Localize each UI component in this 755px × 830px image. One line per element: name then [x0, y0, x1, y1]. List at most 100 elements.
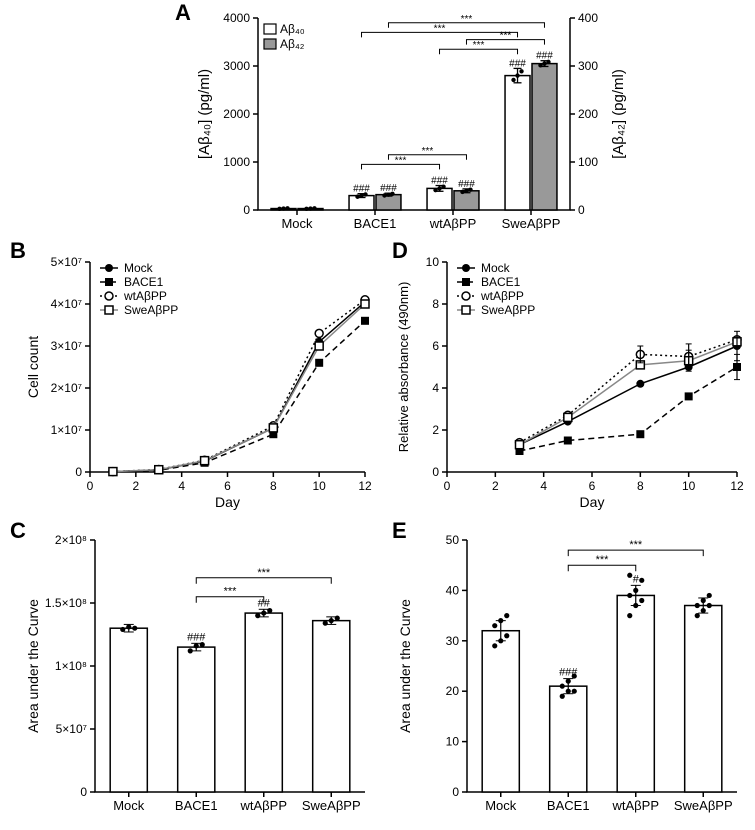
svg-text:40: 40: [446, 583, 460, 597]
svg-text:***: ***: [257, 567, 271, 579]
svg-text:wtAβPP: wtAβPP: [429, 216, 477, 231]
svg-text:SweAβPP: SweAβPP: [502, 216, 561, 231]
svg-text:3000: 3000: [223, 59, 250, 73]
svg-text:Mock: Mock: [481, 261, 511, 275]
svg-text:***: ***: [224, 586, 238, 598]
svg-text:wtAβPP: wtAβPP: [612, 798, 660, 813]
figure-root: { "labels": { "panelA": "A", "panelB": "…: [0, 0, 755, 830]
svg-text:50: 50: [446, 533, 460, 547]
panel-d-chart: 0246810024681012DayRelative absorbance (…: [392, 252, 747, 512]
svg-text:4: 4: [178, 479, 185, 493]
panel-b-chart: 0 1×10⁷ 2×10⁷ 3×10⁷ 4×10⁷ 5×10⁷ 0 2 4 6 8 10 12 Day Ce…: [20, 252, 375, 512]
svg-text:400: 400: [578, 11, 598, 25]
svg-text:3×10⁷: 3×10⁷: [51, 339, 82, 353]
svg-text:4000: 4000: [223, 11, 250, 25]
svg-text:200: 200: [578, 107, 598, 121]
svg-text:SweAβPP: SweAβPP: [674, 798, 733, 813]
svg-text:2: 2: [432, 423, 439, 437]
svg-text:Area under the Curve: Area under the Curve: [397, 599, 413, 733]
svg-text:0: 0: [578, 203, 585, 217]
svg-text:###: ###: [559, 667, 578, 679]
svg-text:300: 300: [578, 59, 598, 73]
svg-text:***: ***: [395, 155, 407, 166]
svg-text:1.5×10⁸: 1.5×10⁸: [45, 596, 87, 610]
svg-text:Relative absorbance (490nm): Relative absorbance (490nm): [396, 282, 411, 453]
svg-text:***: ***: [422, 146, 434, 157]
svg-text:8: 8: [432, 297, 439, 311]
svg-text:[Aβ₄₂] (pg/ml): [Aβ₄₂] (pg/ml): [610, 69, 627, 159]
svg-text:8: 8: [270, 479, 277, 493]
svg-text:20: 20: [446, 684, 460, 698]
svg-text:***: ***: [461, 14, 473, 25]
svg-text:1×10⁷: 1×10⁷: [51, 423, 82, 437]
svg-text:***: ***: [473, 40, 485, 51]
svg-text:10: 10: [312, 479, 326, 493]
svg-text:0: 0: [75, 465, 82, 479]
svg-text:5×10⁷: 5×10⁷: [56, 722, 87, 736]
svg-text:6: 6: [432, 339, 439, 353]
svg-text:4×10⁷: 4×10⁷: [51, 297, 82, 311]
svg-text:0: 0: [432, 465, 439, 479]
panel-c-chart: 0 5×10⁷ 1×10⁸ 1.5×10⁸ 2×10⁸ Area under the Cu…: [20, 530, 375, 830]
svg-text:BACE1: BACE1: [354, 216, 397, 231]
svg-text:6: 6: [589, 479, 596, 493]
svg-text:2×10⁷: 2×10⁷: [51, 381, 82, 395]
svg-text:12: 12: [358, 479, 372, 493]
svg-text:0: 0: [87, 479, 94, 493]
svg-text:wtAβPP: wtAβPP: [480, 289, 524, 303]
svg-text:BACE1: BACE1: [175, 798, 218, 813]
svg-text:0: 0: [444, 479, 451, 493]
svg-text:1000: 1000: [223, 155, 250, 169]
svg-text:0: 0: [243, 203, 250, 217]
svg-text:#: #: [633, 573, 640, 585]
svg-text:Mock: Mock: [124, 261, 154, 275]
svg-text:2000: 2000: [223, 107, 250, 121]
svg-text:10: 10: [426, 255, 440, 269]
svg-text:2: 2: [132, 479, 139, 493]
svg-text:Day: Day: [215, 494, 240, 510]
svg-text:Mock: Mock: [113, 798, 145, 813]
svg-text:10: 10: [682, 479, 696, 493]
svg-text:***: ***: [434, 23, 446, 34]
svg-text:[Aβ₄₀] (pg/ml): [Aβ₄₀] (pg/ml): [196, 69, 213, 159]
svg-text:1×10⁸: 1×10⁸: [55, 659, 87, 673]
svg-text:5×10⁷: 5×10⁷: [51, 255, 82, 269]
svg-text:BACE1: BACE1: [547, 798, 590, 813]
svg-text:###: ###: [187, 631, 206, 643]
svg-text:###: ###: [380, 183, 397, 194]
svg-text:2×10⁸: 2×10⁸: [55, 533, 87, 547]
svg-text:Area under the Curve: Area under the Curve: [25, 599, 41, 733]
svg-text:4: 4: [432, 381, 439, 395]
panel-label-a: A: [175, 0, 191, 26]
svg-text:Mock: Mock: [485, 798, 517, 813]
svg-text:12: 12: [730, 479, 744, 493]
svg-text:Aβ₄₂: Aβ₄₂: [280, 37, 305, 51]
svg-text:SweAβPP: SweAβPP: [124, 303, 178, 317]
svg-text:BACE1: BACE1: [124, 275, 164, 289]
svg-text:###: ###: [509, 58, 526, 69]
svg-text:30: 30: [446, 634, 460, 648]
svg-text:100: 100: [578, 155, 598, 169]
panel-e-chart: 0 10 20 30 40 50 Area under the Curve Mock ### BA…: [392, 530, 747, 830]
svg-text:Mock: Mock: [281, 216, 313, 231]
svg-text:###: ###: [536, 51, 553, 62]
svg-text:***: ***: [629, 539, 643, 551]
svg-text:###: ###: [431, 176, 448, 187]
svg-text:Aβ₄₀: Aβ₄₀: [280, 22, 305, 36]
svg-text:BACE1: BACE1: [481, 275, 521, 289]
svg-text:6: 6: [224, 479, 231, 493]
svg-text:SweAβPP: SweAβPP: [481, 303, 535, 317]
svg-text:###: ###: [458, 179, 475, 190]
svg-text:wtAβPP: wtAβPP: [240, 798, 288, 813]
svg-text:0: 0: [452, 785, 459, 799]
svg-text:10: 10: [446, 735, 460, 749]
panel-a-chart: 0 1000 2000 3000 4000 0 100 200 300 400 [Aβ₄₀] (pg…: [195, 8, 635, 238]
svg-text:2: 2: [492, 479, 499, 493]
svg-text:0: 0: [80, 785, 87, 799]
svg-text:Cell count: Cell count: [25, 336, 41, 398]
svg-text:Day: Day: [580, 494, 605, 510]
svg-text:###: ###: [353, 184, 370, 195]
svg-text:***: ***: [596, 554, 610, 566]
svg-text:wtAβPP: wtAβPP: [123, 289, 167, 303]
svg-text:4: 4: [540, 479, 547, 493]
